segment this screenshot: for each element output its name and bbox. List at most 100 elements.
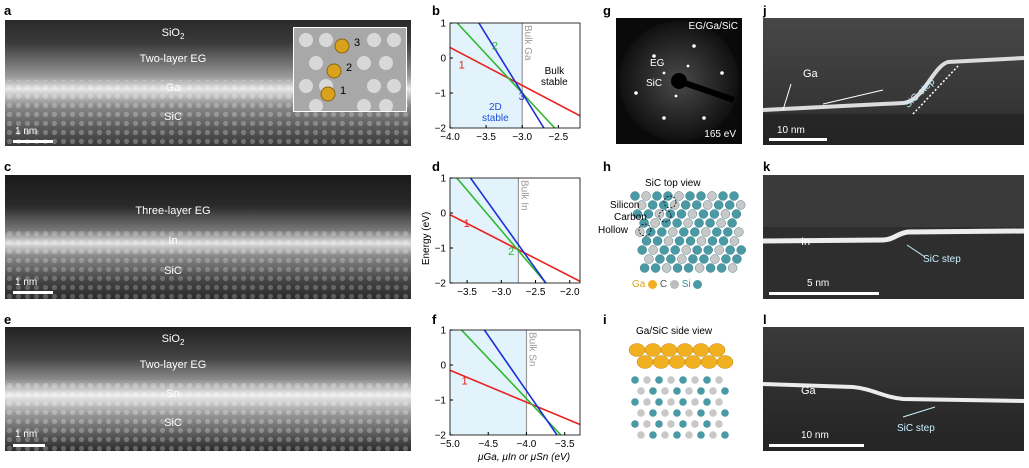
- c-atom: [709, 409, 717, 417]
- si-atom: [659, 200, 669, 210]
- atom-label-1: 1: [340, 85, 347, 97]
- inset-atom-sites: 3 2 1: [293, 27, 407, 112]
- si-atom: [673, 387, 681, 395]
- si-atom: [688, 254, 698, 264]
- c-atom: [685, 387, 693, 395]
- c-atom: [734, 227, 744, 237]
- ga-atom: [652, 355, 670, 369]
- site-marker-3: [638, 223, 652, 237]
- si-atom: [652, 191, 662, 201]
- label-sic: SiC: [164, 417, 182, 429]
- si-atom: [716, 263, 727, 273]
- c-atom: [668, 227, 678, 237]
- series-line-3: [478, 23, 545, 128]
- ga-atom: [628, 343, 646, 357]
- y-tick-label: −1: [435, 89, 447, 100]
- ga-atom: [676, 343, 694, 357]
- chart-b: Bulk Ga 1 0 −1 −2−4.0 −3.5 −3.0 −2.5 1 2 3: [435, 19, 581, 143]
- x-tick-label: −4.0: [517, 439, 537, 450]
- c-atom-icon: [669, 279, 679, 289]
- stem-texture: [5, 327, 411, 451]
- si-atom: [670, 245, 680, 255]
- si-atom: [736, 245, 746, 255]
- series-line-1: [450, 369, 580, 426]
- c-atom: [685, 409, 693, 417]
- site-label-carbon: Carbon: [614, 212, 647, 223]
- scale-bar: [13, 140, 53, 143]
- c-atom: [715, 420, 723, 428]
- si-atom: [672, 263, 683, 273]
- c-atom: [727, 263, 738, 273]
- si-atom: [718, 236, 729, 246]
- si-atom: [698, 209, 709, 219]
- series-line-3: [483, 330, 558, 435]
- si-atom: [655, 420, 663, 428]
- si-atom: [721, 254, 731, 264]
- si-atom: [707, 236, 718, 246]
- panel-label-h: h: [603, 159, 611, 174]
- si-atom: [721, 409, 729, 417]
- c-atom: [729, 236, 740, 246]
- y-tick-label: −2: [435, 124, 447, 135]
- si-atom: [729, 191, 739, 201]
- si-atom: [705, 263, 716, 273]
- label-sic: SiC: [164, 111, 182, 123]
- chart-d: Bulk In 1 0 −1 −2 −3.5 −3.0 −2.5 −2.0 1 2: [435, 174, 581, 298]
- y-tick-label: −2: [435, 279, 447, 290]
- y-tick-label: 0: [440, 209, 446, 220]
- c-atom: [702, 200, 713, 210]
- label-two-layer-eg: Two-layer EG: [139, 53, 207, 65]
- si-atom: [679, 227, 689, 237]
- si-atom: [699, 254, 709, 264]
- ga-atom-icon: [648, 279, 658, 289]
- si-atom: [703, 376, 711, 384]
- si-atom: [665, 209, 676, 219]
- si-atom: [694, 218, 704, 228]
- si-atom: [641, 236, 652, 246]
- stem-texture: [5, 175, 411, 299]
- label-sic: SiC: [164, 265, 182, 277]
- si-atom: [703, 398, 711, 406]
- c-atom: [637, 409, 645, 417]
- x-tick-label: −2.5: [526, 287, 546, 298]
- c-atom: [643, 420, 651, 428]
- si-atom: [724, 200, 735, 210]
- c-atom: [696, 236, 707, 246]
- series-label-1: 1: [459, 60, 465, 72]
- si-atom: [655, 398, 663, 406]
- si-atom: [652, 236, 663, 246]
- c-atom: [720, 209, 731, 219]
- panel-label-g: g: [603, 3, 611, 18]
- c-atom: [735, 200, 746, 210]
- c-atom: [641, 191, 651, 201]
- si-atom: [631, 398, 639, 406]
- si-atom: [650, 263, 661, 273]
- legend-c: C: [659, 279, 668, 290]
- si-atom: [673, 409, 681, 417]
- si-atom: [649, 387, 657, 395]
- c-atom: [648, 245, 658, 255]
- series-line-2: [456, 178, 547, 283]
- panel-label-j: j: [763, 3, 767, 18]
- side-view-title: Ga/SiC side view: [636, 326, 713, 337]
- axes-frame: [449, 177, 581, 284]
- si-atom: [727, 218, 737, 228]
- series-label-2: 2: [492, 40, 498, 52]
- si-atom: [718, 191, 728, 201]
- ga-atom: [708, 343, 726, 357]
- c-atom: [667, 398, 675, 406]
- label-three-layer-eg: Three-layer EG: [135, 205, 211, 217]
- panel-label-f: f: [432, 312, 437, 327]
- ga-atom: [668, 355, 686, 369]
- si-atom: [697, 431, 705, 439]
- ga-atom: [644, 343, 662, 357]
- si-atom: [673, 431, 681, 439]
- si-atom: [631, 420, 639, 428]
- 2d-stable-region: [450, 23, 523, 128]
- scale-label: 1 nm: [15, 277, 38, 288]
- leed-pattern: EG/Ga/SiC EG SiC 165 eV: [616, 18, 742, 144]
- y-tick-label: 1: [440, 326, 446, 337]
- c-atom: [691, 420, 699, 428]
- si-atom: [721, 387, 729, 395]
- si-atom: [690, 227, 700, 237]
